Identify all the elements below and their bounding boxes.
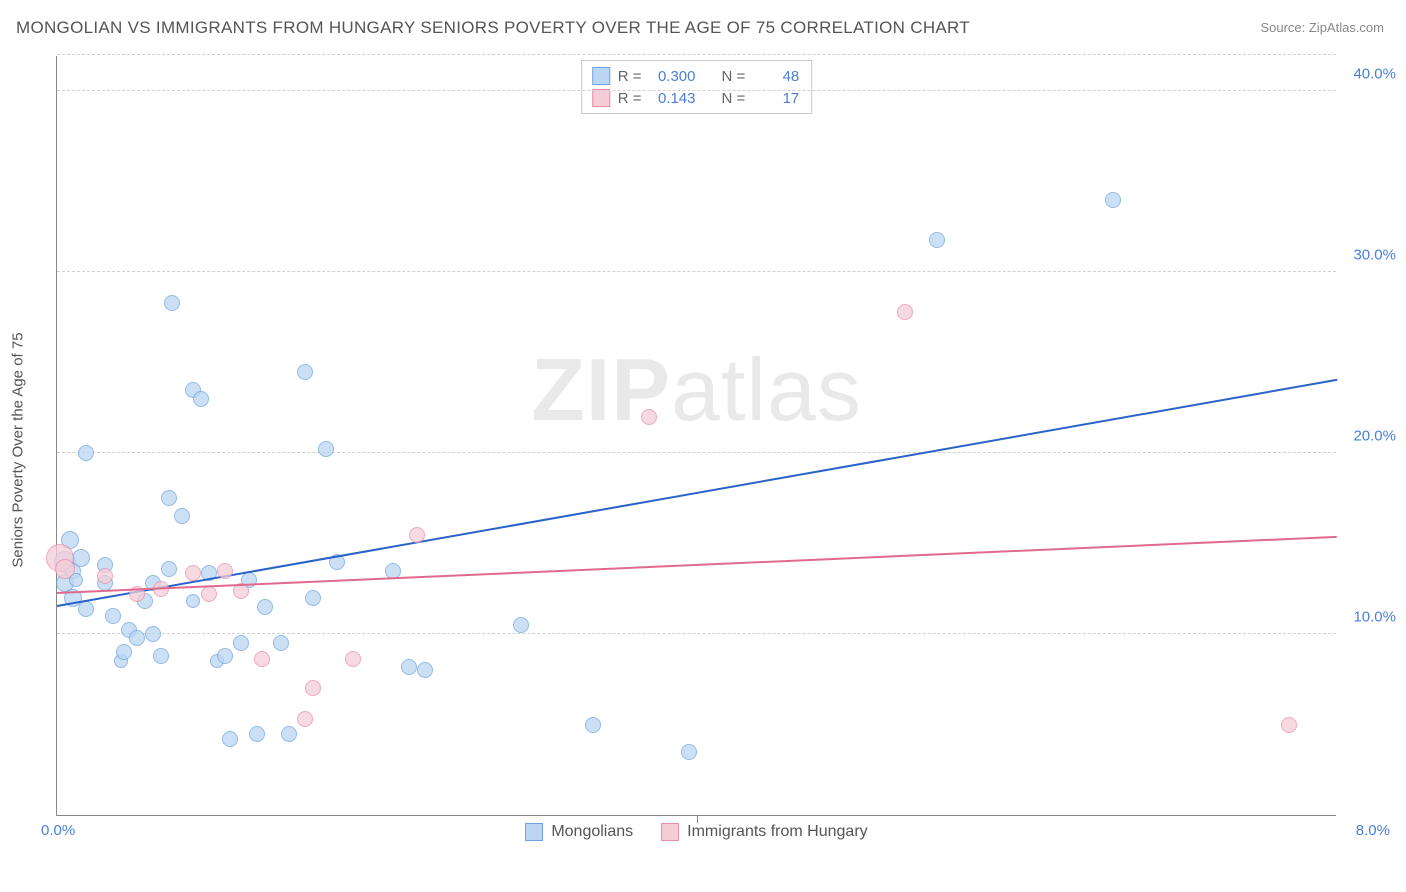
y-tick-label: 10.0% — [1344, 609, 1396, 626]
data-point-series-0 — [681, 744, 697, 760]
gridline — [57, 90, 1336, 91]
gridline — [57, 271, 1336, 272]
data-point-series-0 — [401, 659, 417, 675]
data-point-series-1 — [201, 586, 217, 602]
data-point-series-0 — [161, 490, 177, 506]
r-value-1: 0.143 — [650, 90, 696, 107]
n-value-0: 48 — [753, 68, 799, 85]
data-point-series-0 — [281, 726, 297, 742]
data-point-series-0 — [249, 726, 265, 742]
data-point-series-1 — [217, 563, 233, 579]
y-axis-label: Seniors Poverty Over the Age of 75 — [10, 332, 27, 567]
legend-label-0: Mongolians — [551, 823, 633, 841]
data-point-series-0 — [186, 594, 200, 608]
y-tick-label: 20.0% — [1344, 428, 1396, 445]
stats-legend: R = 0.300 N = 48 R = 0.143 N = 17 — [581, 60, 813, 114]
data-point-series-0 — [174, 508, 190, 524]
chart-container: Seniors Poverty Over the Age of 75 ZIPat… — [48, 56, 1384, 844]
data-point-series-1 — [1281, 717, 1297, 733]
swatch-series-0 — [592, 67, 610, 85]
y-tick-label: 30.0% — [1344, 247, 1396, 264]
data-point-series-0 — [193, 391, 209, 407]
swatch-series-1 — [592, 89, 610, 107]
data-point-series-0 — [929, 232, 945, 248]
source-label: Source: — [1260, 20, 1308, 35]
data-point-series-0 — [1105, 192, 1121, 208]
r-label: R = — [618, 90, 642, 107]
source-credit: Source: ZipAtlas.com — [1260, 20, 1384, 35]
legend-swatch-0 — [525, 823, 543, 841]
plot-area: ZIPatlas R = 0.300 N = 48 R = 0.143 N = … — [56, 56, 1336, 816]
trend-line-series-0 — [57, 379, 1337, 607]
source-link[interactable]: ZipAtlas.com — [1309, 20, 1384, 35]
data-point-series-1 — [345, 651, 361, 667]
data-point-series-0 — [305, 590, 321, 606]
watermark: ZIPatlas — [531, 339, 862, 441]
n-label: N = — [722, 90, 746, 107]
data-point-series-0 — [273, 635, 289, 651]
data-point-series-0 — [161, 561, 177, 577]
data-point-series-1 — [409, 527, 425, 543]
data-point-series-0 — [257, 599, 273, 615]
data-point-series-1 — [897, 304, 913, 320]
data-point-series-1 — [55, 559, 75, 579]
gridline — [57, 452, 1336, 453]
data-point-series-1 — [185, 565, 201, 581]
data-point-series-0 — [116, 644, 132, 660]
data-point-series-0 — [318, 441, 334, 457]
data-point-series-1 — [305, 680, 321, 696]
data-point-series-0 — [78, 445, 94, 461]
legend-item-1: Immigrants from Hungary — [661, 823, 868, 841]
data-point-series-0 — [233, 635, 249, 651]
n-value-1: 17 — [753, 90, 799, 107]
n-label: N = — [722, 68, 746, 85]
x-minor-tick — [697, 815, 698, 823]
chart-title: MONGOLIAN VS IMMIGRANTS FROM HUNGARY SEN… — [16, 18, 970, 38]
y-tick-label: 40.0% — [1344, 66, 1396, 83]
data-point-series-0 — [105, 608, 121, 624]
legend-label-1: Immigrants from Hungary — [687, 823, 868, 841]
legend-swatch-1 — [661, 823, 679, 841]
r-label: R = — [618, 68, 642, 85]
data-point-series-0 — [217, 648, 233, 664]
data-point-series-0 — [145, 626, 161, 642]
data-point-series-1 — [297, 711, 313, 727]
data-point-series-1 — [97, 568, 113, 584]
data-point-series-0 — [153, 648, 169, 664]
data-point-series-0 — [297, 364, 313, 380]
data-point-series-0 — [164, 295, 180, 311]
legend-item-0: Mongolians — [525, 823, 633, 841]
data-point-series-0 — [78, 601, 94, 617]
trend-line-series-1 — [57, 536, 1337, 594]
data-point-series-0 — [513, 617, 529, 633]
data-point-series-1 — [254, 651, 270, 667]
x-tick-max: 8.0% — [1356, 822, 1390, 839]
data-point-series-0 — [129, 630, 145, 646]
stats-row-series-0: R = 0.300 N = 48 — [592, 65, 800, 87]
gridline — [57, 633, 1336, 634]
data-point-series-1 — [641, 409, 657, 425]
data-point-series-0 — [72, 549, 90, 567]
data-point-series-0 — [417, 662, 433, 678]
data-point-series-0 — [222, 731, 238, 747]
gridline — [57, 54, 1336, 55]
series-legend: Mongolians Immigrants from Hungary — [57, 823, 1336, 841]
r-value-0: 0.300 — [650, 68, 696, 85]
data-point-series-0 — [585, 717, 601, 733]
